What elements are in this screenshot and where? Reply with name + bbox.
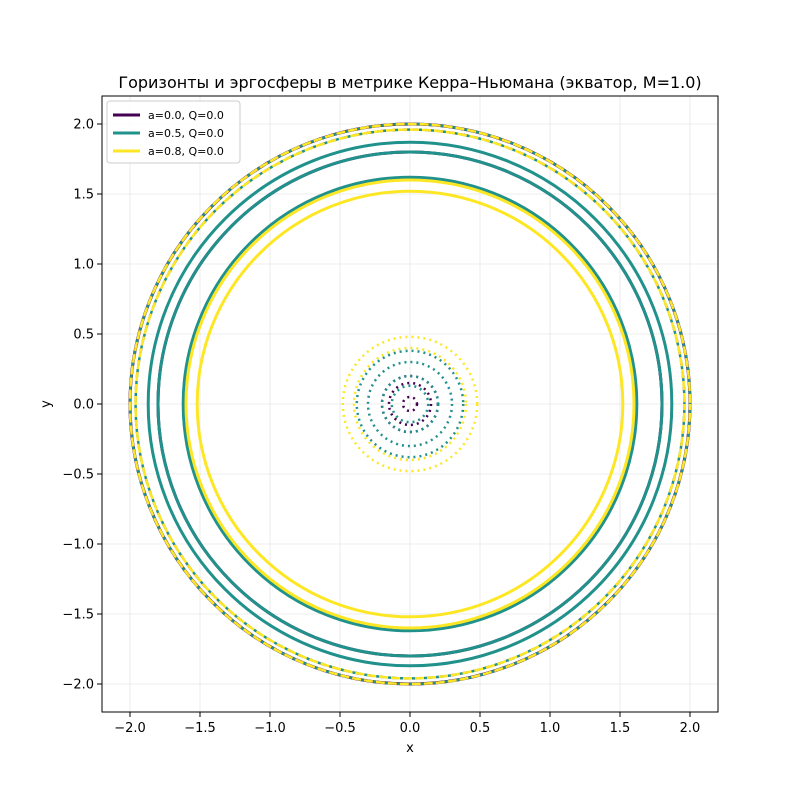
y-tick-label: 0.0 [73,398,94,413]
legend-entry: a=0.8, Q=0.0 [148,145,224,158]
legend-entry: a=0.0, Q=0.0 [148,109,224,122]
y-tick-label: 2.0 [73,118,94,133]
x-tick-label: 0.5 [470,721,491,736]
y-tick-label: −1.0 [62,538,94,553]
x-tick-label: 2.0 [680,721,701,736]
x-axis: −2.0 −1.5 −1.0 −0.5 0.0 0.5 1.0 1.5 2.0 [114,712,700,736]
y-tick-label: −2.0 [62,678,94,693]
horizon-circle [146,140,674,668]
chart-title: Горизонты и эргосферы в метрике Керра–Нь… [118,73,701,92]
inner-dotted-circle [390,384,430,424]
y-tick-label: 1.5 [73,188,94,203]
legend-entry: a=0.5, Q=0.0 [148,127,224,140]
horizon-circle [156,150,664,658]
inner-dotted-circle [380,374,440,434]
legend: a=0.0, Q=0.0 a=0.5, Q=0.0 a=0.8, Q=0.0 [106,100,241,164]
series-2 [184,178,636,630]
x-tick-label: −2.0 [114,721,146,736]
y-axis: −2.0 −1.5 −1.0 −0.5 0.0 0.5 1.0 1.5 2.0 [62,118,102,693]
ergosphere-circle [128,122,692,686]
horizon-circle [184,178,636,630]
x-tick-label: −1.0 [254,721,286,736]
y-axis-label: y [39,400,54,408]
x-tick-label: −1.5 [184,721,216,736]
grid [102,96,718,712]
horizon-circle [181,175,639,633]
inner-dotted-circle [366,360,454,448]
inner-dotted-circle [401,395,419,413]
x-tick-label: 1.5 [610,721,631,736]
series-2-ergo [128,122,692,686]
x-axis-label: x [406,741,414,756]
legend-box [106,100,241,164]
plot-area [128,122,692,686]
series-1 [146,140,674,668]
inner-dotted-circle [352,346,468,462]
inner-dotted-circle [355,349,465,459]
x-tick-label: 1.0 [540,721,561,736]
ergosphere-circle [134,128,686,680]
inner-dotted-circle [387,381,433,427]
x-tick-label: 0.0 [400,721,421,736]
y-tick-label: 1.0 [73,258,94,273]
inner-dotted-circle [341,335,479,473]
x-tick-label: −0.5 [324,721,356,736]
y-tick-label: 0.5 [73,328,94,343]
horizon-circle [195,189,625,619]
y-tick-label: −0.5 [62,468,94,483]
y-tick-label: −1.5 [62,608,94,623]
